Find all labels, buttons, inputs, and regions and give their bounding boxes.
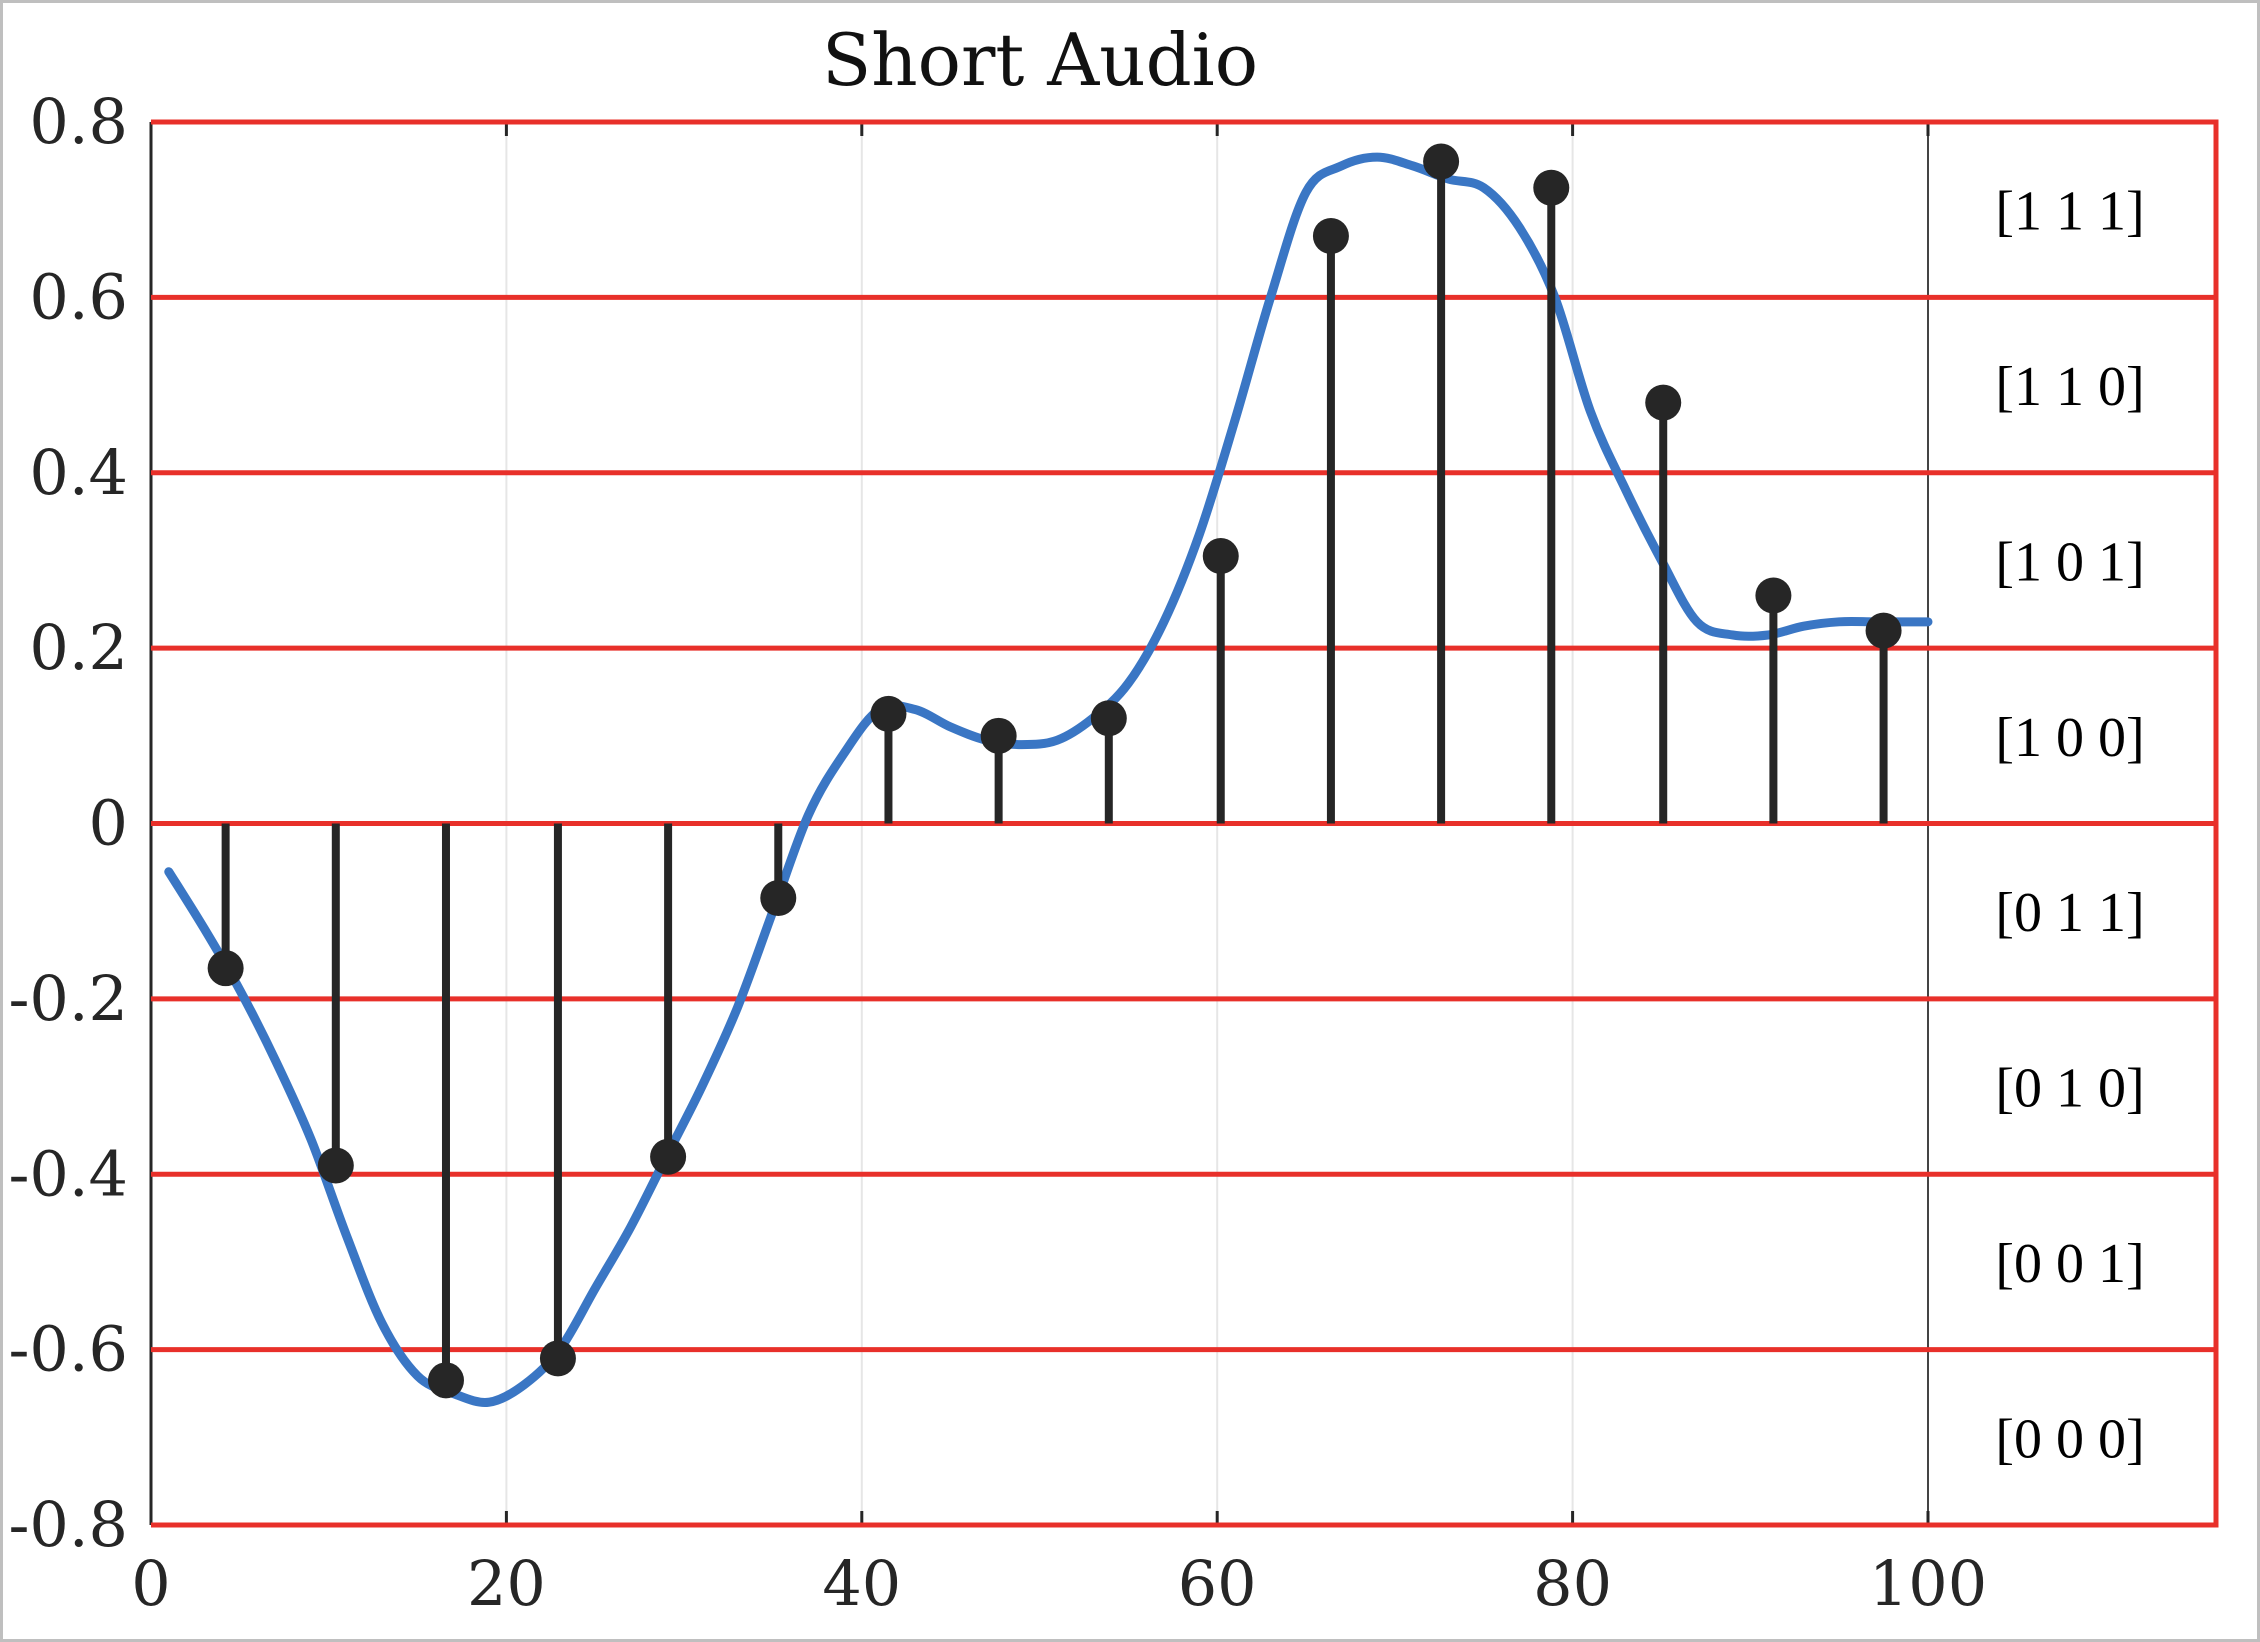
- x-tick-label-4: 80: [1533, 1547, 1612, 1620]
- sample-marker-9: [1203, 538, 1239, 574]
- quantization-level-lines: [151, 120, 2216, 1528]
- x-tick-label-5: 100: [1869, 1547, 1987, 1620]
- code-label-2: [1 0 1]: [1995, 531, 2144, 593]
- sample-marker-11: [1423, 143, 1459, 179]
- sample-markers: [208, 143, 1902, 1398]
- sample-marker-5: [760, 880, 796, 916]
- sample-marker-10: [1313, 218, 1349, 254]
- sample-marker-0: [208, 950, 244, 986]
- y-tick-label-2: 0.4: [29, 436, 128, 509]
- sample-marker-1: [318, 1147, 354, 1183]
- sample-marker-15: [1866, 613, 1902, 649]
- code-label-0: [1 1 1]: [1995, 181, 2144, 243]
- code-label-1: [1 1 0]: [1995, 356, 2144, 418]
- sample-marker-2: [428, 1362, 464, 1398]
- y-tick-label-3: 0.2: [29, 611, 128, 684]
- code-label-7: [0 0 0]: [1995, 1408, 2144, 1470]
- y-tick-label-8: -0.8: [8, 1488, 128, 1561]
- sample-marker-4: [650, 1139, 686, 1175]
- y-tick-label-7: -0.6: [8, 1313, 128, 1386]
- sample-marker-6: [870, 696, 906, 732]
- code-label-5: [0 1 0]: [1995, 1058, 2144, 1120]
- y-tick-label-0: 0.8: [29, 85, 128, 158]
- y-tick-label-4: 0: [89, 787, 128, 860]
- y-tick-label-6: -0.4: [8, 1137, 128, 1210]
- sample-marker-12: [1533, 170, 1569, 206]
- x-tick-label-1: 20: [467, 1547, 546, 1620]
- x-tick-label-0: 0: [131, 1547, 170, 1620]
- code-label-6: [0 0 1]: [1995, 1233, 2144, 1295]
- y-tick-label-5: -0.2: [8, 962, 128, 1035]
- sample-marker-14: [1755, 578, 1791, 614]
- sample-marker-7: [981, 718, 1017, 754]
- sample-stems: [226, 161, 1884, 1380]
- sample-marker-13: [1645, 385, 1681, 421]
- chart-title: Short Audio: [822, 18, 1258, 102]
- code-label-3: [1 0 0]: [1995, 707, 2144, 769]
- y-axis-tick-labels: 0.8 0.6 0.4 0.2 0 -0.2 -0.4 -0.6 -0.8: [8, 85, 128, 1561]
- x-axis-tick-labels: 0 20 40 60 80 100: [131, 1547, 1987, 1620]
- sample-marker-8: [1091, 700, 1127, 736]
- x-tick-label-3: 60: [1178, 1547, 1257, 1620]
- code-label-4: [0 1 1]: [1995, 882, 2144, 944]
- sample-marker-3: [540, 1340, 576, 1376]
- y-tick-label-1: 0.6: [29, 260, 128, 333]
- x-tick-label-2: 40: [822, 1547, 901, 1620]
